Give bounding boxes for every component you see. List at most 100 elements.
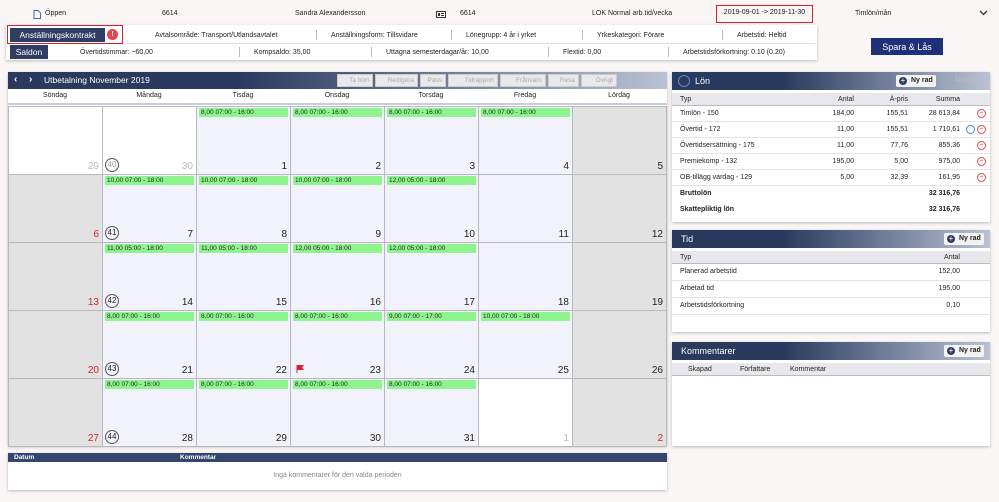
shift-entry[interactable]: 12,00 05:00 - 18:00: [387, 176, 476, 185]
week-number: 42: [105, 294, 119, 308]
shift-entry[interactable]: 8,00 07:00 - 16:00: [481, 108, 570, 117]
column-header: Författare: [740, 366, 771, 373]
day-cell[interactable]: 11,00 05:00 - 18:00 15: [196, 242, 291, 311]
day-cell[interactable]: 8,00 07:00 - 16:00 28 44: [102, 378, 197, 447]
day-number: 23: [369, 365, 381, 376]
action-button[interactable]: Frånvaro: [500, 74, 546, 87]
shift-entry[interactable]: 8,00 07:00 - 16:00: [387, 380, 476, 389]
save-button[interactable]: Spara & Lås: [871, 38, 943, 55]
day-cell[interactable]: 8,00 07:00 - 16:00 4: [478, 106, 573, 175]
day-cell[interactable]: 9,00 07:00 - 17:00 24: [384, 310, 479, 379]
action-button[interactable]: Pass: [420, 74, 446, 87]
shift-entry[interactable]: 10,00 07:00 - 18:00: [105, 176, 194, 185]
day-cell[interactable]: 10,00 07:00 - 18:00 8: [196, 174, 291, 243]
pay-type: Timlön/mån: [855, 10, 892, 17]
add-icon: +: [899, 76, 907, 85]
remove-icon[interactable]: −: [977, 173, 986, 182]
remove-icon[interactable]: −: [977, 125, 986, 134]
empty-message: Inga kommentarer för den valda perioden: [273, 472, 402, 479]
shift-entry[interactable]: 11,00 05:00 - 18:00: [199, 244, 288, 253]
shift-entry[interactable]: 12,00 05:00 - 18:00: [293, 244, 382, 253]
day-cell[interactable]: 18: [478, 242, 573, 311]
week-number: 44: [105, 430, 119, 444]
remove-icon[interactable]: −: [977, 157, 986, 166]
day-cell[interactable]: 8,00 07:00 - 16:00 23: [290, 310, 385, 379]
shift-entry[interactable]: 10,00 07:00 - 18:00: [199, 176, 288, 185]
shift-entry[interactable]: 8,00 07:00 - 16:00: [387, 108, 476, 117]
day-cell[interactable]: 8,00 07:00 - 16:00 2: [290, 106, 385, 175]
day-cell[interactable]: 8,00 07:00 - 16:00 22: [196, 310, 291, 379]
action-button[interactable]: Övrigt: [581, 74, 617, 87]
day-cell[interactable]: 8,00 07:00 - 16:00 3: [384, 106, 479, 175]
action-button[interactable]: Redigera: [375, 74, 418, 87]
column-header: Kommentar: [180, 454, 217, 461]
shift-entry[interactable]: 8,00 07:00 - 16:00: [293, 380, 382, 389]
shift-entry[interactable]: 10,00 07:00 - 18:00: [293, 176, 382, 185]
contract-field: Lönegrupp: 4 år i yrket: [466, 32, 537, 39]
shift-entry[interactable]: 8,00 07:00 - 16:00: [105, 380, 194, 389]
day-cell[interactable]: 8,00 07:00 - 16:00 30: [290, 378, 385, 447]
day-cell[interactable]: 1: [478, 378, 573, 447]
shift-entry[interactable]: 9,00 07:00 - 17:00: [387, 312, 476, 321]
salary-cell: 11,00: [837, 126, 854, 133]
shift-entry[interactable]: 8,00 07:00 - 16:00: [293, 108, 382, 117]
salary-cell: 184,00: [832, 110, 854, 117]
remove-icon[interactable]: −: [977, 141, 986, 150]
day-cell[interactable]: 20: [8, 310, 103, 379]
balances-tab[interactable]: Saldon: [10, 45, 48, 59]
action-button[interactable]: Tidrapport: [448, 74, 498, 87]
day-cell[interactable]: 27: [8, 378, 103, 447]
day-cell[interactable]: 10,00 07:00 - 18:00 7 41: [102, 174, 197, 243]
day-cell[interactable]: 12,00 05:00 - 18:00 17: [384, 242, 479, 311]
column-header-row: [672, 251, 990, 264]
flag-icon[interactable]: [296, 365, 304, 373]
day-cell[interactable]: 6: [8, 174, 103, 243]
salary-cell: 1 710,61: [932, 126, 960, 133]
day-cell[interactable]: 13: [8, 242, 103, 311]
day-cell[interactable]: 2: [572, 378, 667, 447]
shift-entry[interactable]: 8,00 07:00 - 16:00: [105, 312, 194, 321]
day-cell[interactable]: 12,00 05:00 - 18:00 16: [290, 242, 385, 311]
remove-icon[interactable]: −: [977, 109, 986, 118]
shift-entry[interactable]: 8,00 07:00 - 16:00: [199, 108, 288, 117]
day-cell[interactable]: 8,00 07:00 - 16:00 1: [196, 106, 291, 175]
day-cell[interactable]: 30 40: [102, 106, 197, 175]
day-cell[interactable]: 8,00 07:00 - 16:00 21 43: [102, 310, 197, 379]
shift-entry[interactable]: 8,00 07:00 - 16:00: [293, 312, 382, 321]
shift-entry[interactable]: 11,00 05:00 - 18:00: [105, 244, 194, 253]
day-cell[interactable]: 5: [572, 106, 667, 175]
day-number: 11: [558, 229, 569, 240]
day-cell[interactable]: 10,00 07:00 - 18:00 25: [478, 310, 573, 379]
balance-field: Övertidstimmar: −60,00: [80, 49, 153, 56]
reset-button[interactable]: Återställ: [954, 77, 980, 84]
day-number: 2: [657, 433, 663, 444]
day-cell[interactable]: 11,00 05:00 - 18:00 14 42: [102, 242, 197, 311]
day-cell[interactable]: 12,00 05:00 - 18:00 10: [384, 174, 479, 243]
shift-entry[interactable]: 12,00 05:00 - 18:00: [387, 244, 476, 253]
action-button[interactable]: Resa: [548, 74, 579, 87]
prev-arrow[interactable]: ‹: [14, 74, 18, 85]
day-cell[interactable]: 8,00 07:00 - 16:00 31: [384, 378, 479, 447]
day-cell[interactable]: 10,00 07:00 - 18:00 9: [290, 174, 385, 243]
shift-entry[interactable]: 8,00 07:00 - 16:00: [199, 380, 288, 389]
day-cell[interactable]: 11: [478, 174, 573, 243]
column-header: Datum: [14, 454, 35, 461]
day-cell[interactable]: 26: [572, 310, 667, 379]
expand-chevron[interactable]: [979, 10, 988, 16]
day-cell[interactable]: 19: [572, 242, 667, 311]
comments-header: [8, 453, 667, 462]
salary-cell: 5,00: [894, 158, 908, 165]
balance-field: Flextid: 0,00: [563, 49, 602, 56]
info-icon[interactable]: [966, 125, 975, 134]
balance-field: Arbetstidsförkortning: 0.10 (0.20): [683, 49, 785, 56]
day-cell[interactable]: 12: [572, 174, 667, 243]
next-arrow[interactable]: ›: [29, 74, 33, 85]
contract-button[interactable]: Anställningskontrakt: [10, 28, 105, 42]
day-cell[interactable]: 29: [8, 106, 103, 175]
shift-entry[interactable]: 10,00 07:00 - 18:00: [481, 312, 570, 321]
shift-entry[interactable]: 8,00 07:00 - 16:00: [199, 312, 288, 321]
action-button[interactable]: Ta bort: [337, 74, 373, 87]
day-number: 5: [657, 161, 663, 172]
day-cell[interactable]: 8,00 07:00 - 16:00 29: [196, 378, 291, 447]
